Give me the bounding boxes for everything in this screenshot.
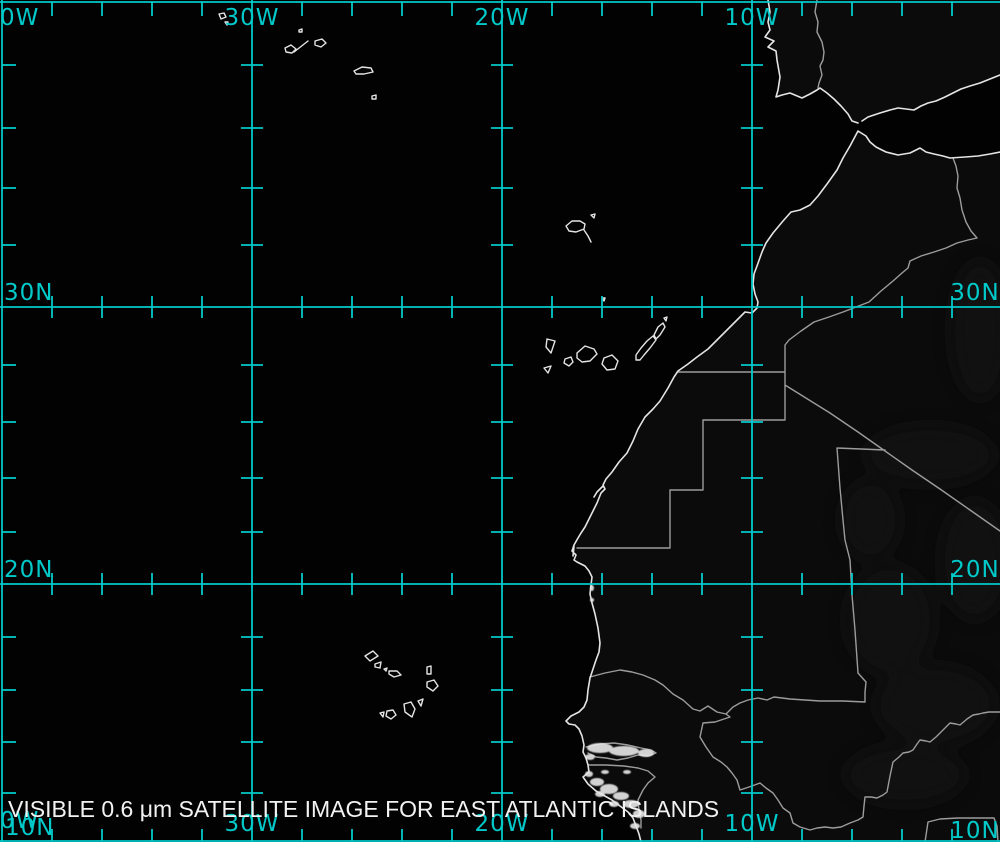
coast-iberia [764,0,1000,124]
graticule-label: 10W [724,5,780,31]
islands-layer [218,12,668,720]
graticule-label: 0W [0,5,40,31]
cloud-layer [585,585,654,829]
graticule-label: 20W [474,811,530,837]
land-texture [840,260,1000,805]
image-caption: VISIBLE 0.6 μm SATELLITE IMAGE FOR EAST … [8,751,719,842]
graticule-label: 30W [224,811,280,837]
graticule-label: 30N [4,280,54,306]
graticule-label: 20N [4,557,54,583]
graticule-label: 10W [724,811,780,837]
graticule-label: 10N [5,815,55,841]
coastline-layer [218,0,1000,842]
land-layer [566,0,1000,842]
land-iberia [765,0,1000,123]
graticule-label: 0W [0,808,40,834]
graticule-label: 30N [950,280,1000,306]
graticule-label: 20N [950,557,1000,583]
graticule-label: 10N [950,818,1000,842]
graticule-label: 30W [224,5,280,31]
coast-africa [565,130,1000,842]
graticule-label: 20W [474,5,530,31]
caption-line-1: VISIBLE 0.6 μm SATELLITE IMAGE FOR EAST … [8,796,720,822]
